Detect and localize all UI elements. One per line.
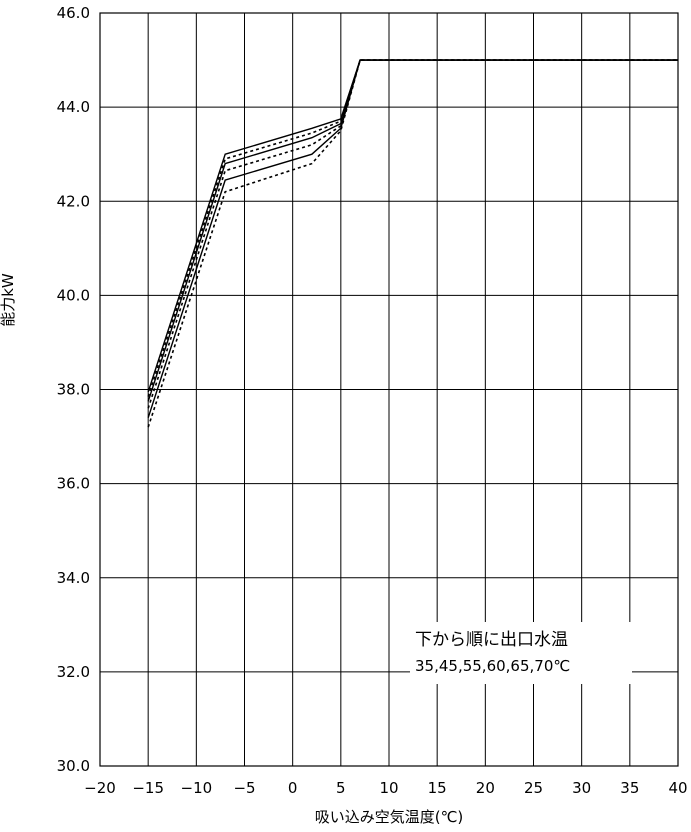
x-tick-label: 10	[379, 779, 398, 797]
grid	[100, 13, 678, 766]
y-axis-ticks: 30.0 32.0 34.0 36.0 38.0 40.0 42.0 44.0 46.0	[57, 4, 90, 775]
y-tick-label: 46.0	[57, 4, 90, 22]
y-axis-title: 能力kW	[0, 273, 17, 327]
x-tick-label: 0	[288, 779, 298, 797]
series-line-solid	[147, 59, 678, 418]
x-tick-label: −5	[233, 779, 255, 797]
y-tick-label: 40.0	[57, 286, 90, 304]
y-tick-label: 30.0	[57, 757, 90, 775]
series-line-dashed	[147, 59, 678, 409]
x-tick-label: −10	[181, 779, 213, 797]
legend-note-background	[410, 622, 632, 684]
x-axis-title: 吸い込み空気温度(℃)	[315, 808, 464, 826]
y-tick-label: 44.0	[57, 98, 90, 116]
x-tick-label: 15	[428, 779, 447, 797]
legend-note-line-2: 35,45,55,60,65,70℃	[415, 657, 570, 675]
series-lines	[147, 59, 678, 428]
y-tick-label: 36.0	[57, 475, 90, 493]
legend-note: 下から順に出口水温 35,45,55,60,65,70℃	[410, 622, 632, 684]
x-tick-label: 40	[668, 779, 687, 797]
y-tick-label: 32.0	[57, 663, 90, 681]
x-tick-label: −20	[84, 779, 116, 797]
series-line-solid	[147, 59, 678, 393]
y-tick-label: 42.0	[57, 192, 90, 210]
x-tick-label: −15	[132, 779, 164, 797]
plot-frame	[99, 12, 679, 767]
x-tick-label: 30	[572, 779, 591, 797]
x-axis-ticks: −20 −15 −10 −5 0 5 10 15 20 25 30 35 40	[84, 779, 687, 797]
series-line-solid	[147, 59, 678, 402]
series-line-dashed	[147, 59, 678, 428]
x-tick-label: 25	[524, 779, 543, 797]
legend-note-line-1: 下から順に出口水温	[415, 630, 568, 650]
y-tick-label: 38.0	[57, 381, 90, 399]
x-tick-label: 5	[336, 779, 346, 797]
series-line-dashed	[147, 59, 678, 397]
y-tick-label: 34.0	[57, 569, 90, 587]
x-tick-label: 35	[620, 779, 639, 797]
x-tick-label: 20	[476, 779, 495, 797]
